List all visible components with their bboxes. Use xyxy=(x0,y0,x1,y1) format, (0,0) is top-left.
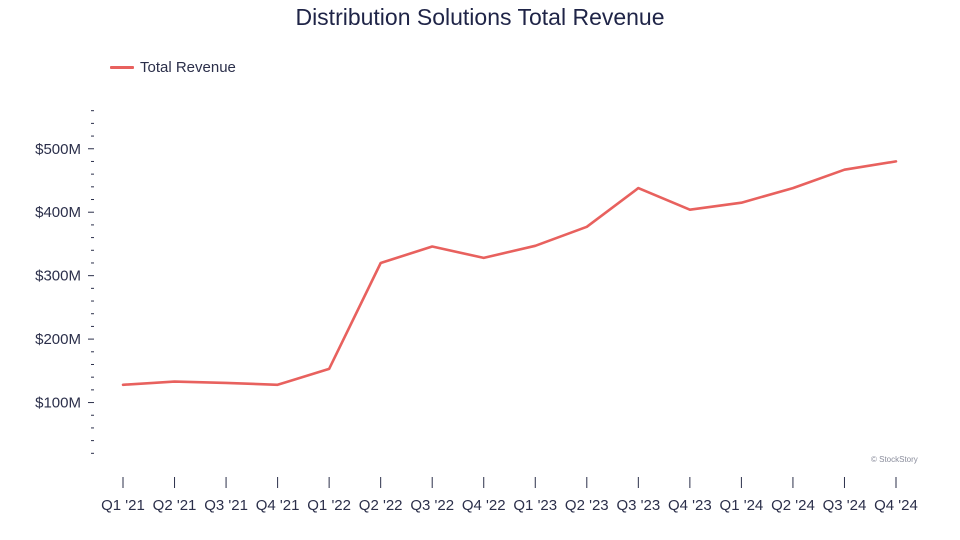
x-tick-label: Q4 '23 xyxy=(668,497,712,514)
chart-title: Distribution Solutions Total Revenue xyxy=(295,4,665,30)
x-tick-label: Q3 '21 xyxy=(204,497,248,514)
x-tick-label: Q4 '22 xyxy=(462,497,506,514)
x-tick-label: Q3 '23 xyxy=(616,497,660,514)
x-tick-label: Q2 '22 xyxy=(359,497,403,514)
x-tick-label: Q4 '24 xyxy=(874,497,918,514)
legend-swatch xyxy=(110,66,134,69)
x-tick-label: Q1 '24 xyxy=(720,497,764,514)
x-tick-label: Q1 '22 xyxy=(307,497,351,514)
x-tick-label: Q2 '24 xyxy=(771,497,815,514)
y-tick-label: $500M xyxy=(35,141,81,158)
legend-label: Total Revenue xyxy=(140,59,236,76)
y-tick-label: $400M xyxy=(35,204,81,221)
watermark: © StockStory xyxy=(871,455,918,464)
x-tick-label: Q2 '21 xyxy=(153,497,197,514)
x-tick-label: Q3 '22 xyxy=(410,497,454,514)
x-tick-label: Q3 '24 xyxy=(823,497,867,514)
x-tick-label: Q1 '21 xyxy=(101,497,145,514)
legend: Total Revenue xyxy=(110,59,236,76)
x-tick-label: Q1 '23 xyxy=(513,497,557,514)
x-tick-label: Q2 '23 xyxy=(565,497,609,514)
series-line-total-revenue xyxy=(121,160,898,387)
y-tick-label: $200M xyxy=(35,331,81,348)
x-tick-label: Q4 '21 xyxy=(256,497,300,514)
y-tick-label: $300M xyxy=(35,268,81,285)
y-tick-label: $100M xyxy=(35,395,81,412)
